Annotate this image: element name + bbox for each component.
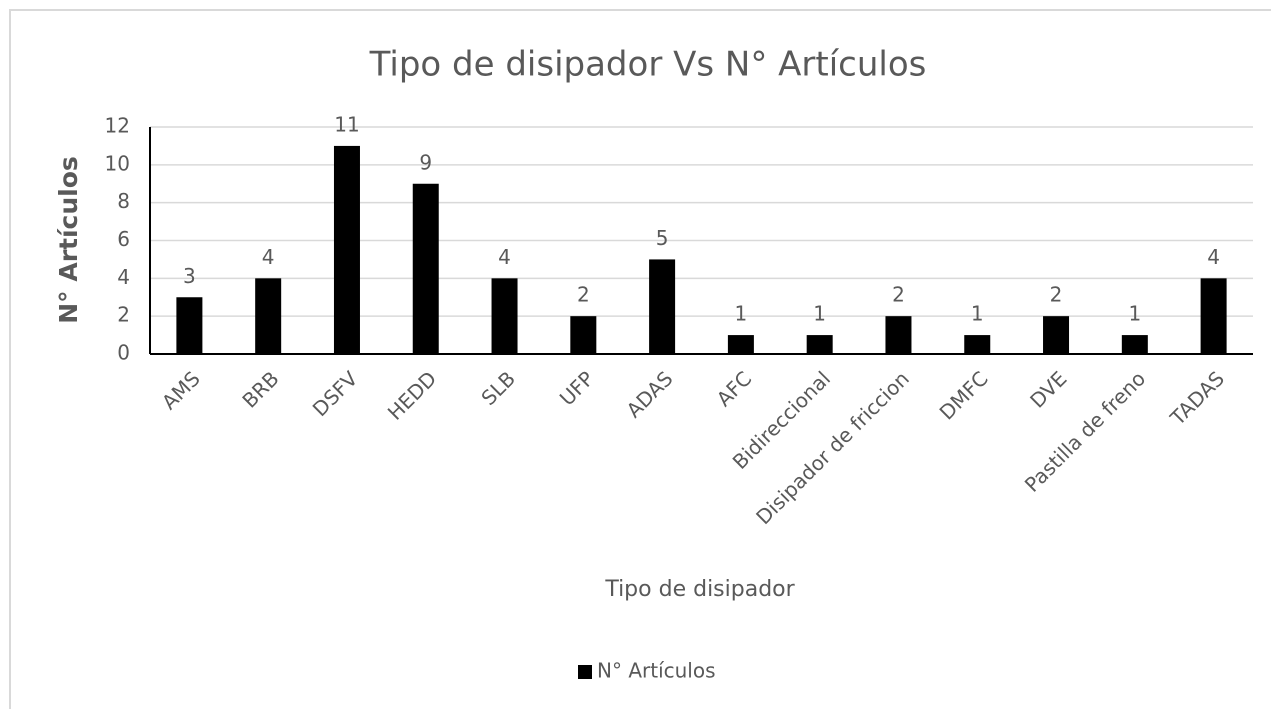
data-label: 1: [1128, 302, 1141, 326]
data-label: 4: [1207, 245, 1220, 269]
data-label: 2: [1050, 283, 1063, 307]
bar: [806, 335, 833, 354]
y-tick-label: 12: [105, 114, 130, 138]
y-tick-label: 4: [117, 265, 130, 289]
bar: [1043, 316, 1070, 354]
y-tick-label: 8: [117, 189, 130, 213]
bar: [964, 335, 991, 354]
data-label: 2: [577, 283, 590, 307]
bar: [649, 259, 676, 354]
data-label: 4: [262, 245, 275, 269]
bar: [1121, 335, 1148, 354]
y-tick-label: 6: [117, 227, 130, 251]
legend-label: N° Artículos: [597, 659, 716, 683]
chart-title: Tipo de disipador Vs N° Artículos: [369, 45, 927, 85]
y-tick-label: 2: [117, 303, 130, 327]
y-tick-label: 10: [105, 151, 130, 175]
data-label: 9: [419, 150, 432, 174]
data-label: 3: [183, 264, 196, 288]
data-label: 5: [656, 226, 669, 250]
bar: [727, 335, 754, 354]
bar: [491, 278, 518, 354]
bar: [1200, 278, 1227, 354]
y-tick-label: 0: [117, 341, 130, 365]
bar: [570, 316, 597, 354]
bar: [333, 145, 360, 354]
bar: [412, 183, 439, 354]
y-axis-title: N° Artículos: [54, 156, 83, 324]
bar: [176, 297, 203, 354]
data-label: 1: [813, 302, 826, 326]
bar: [255, 278, 282, 354]
legend-swatch: [578, 665, 592, 679]
data-label: 4: [498, 245, 511, 269]
data-label: 2: [892, 283, 905, 307]
chart-frame: [9, 9, 1271, 709]
data-label: 1: [735, 302, 748, 326]
data-label: 11: [334, 112, 359, 136]
x-axis-title: Tipo de disipador: [604, 577, 795, 602]
bar: [885, 316, 912, 354]
data-label: 1: [971, 302, 984, 326]
